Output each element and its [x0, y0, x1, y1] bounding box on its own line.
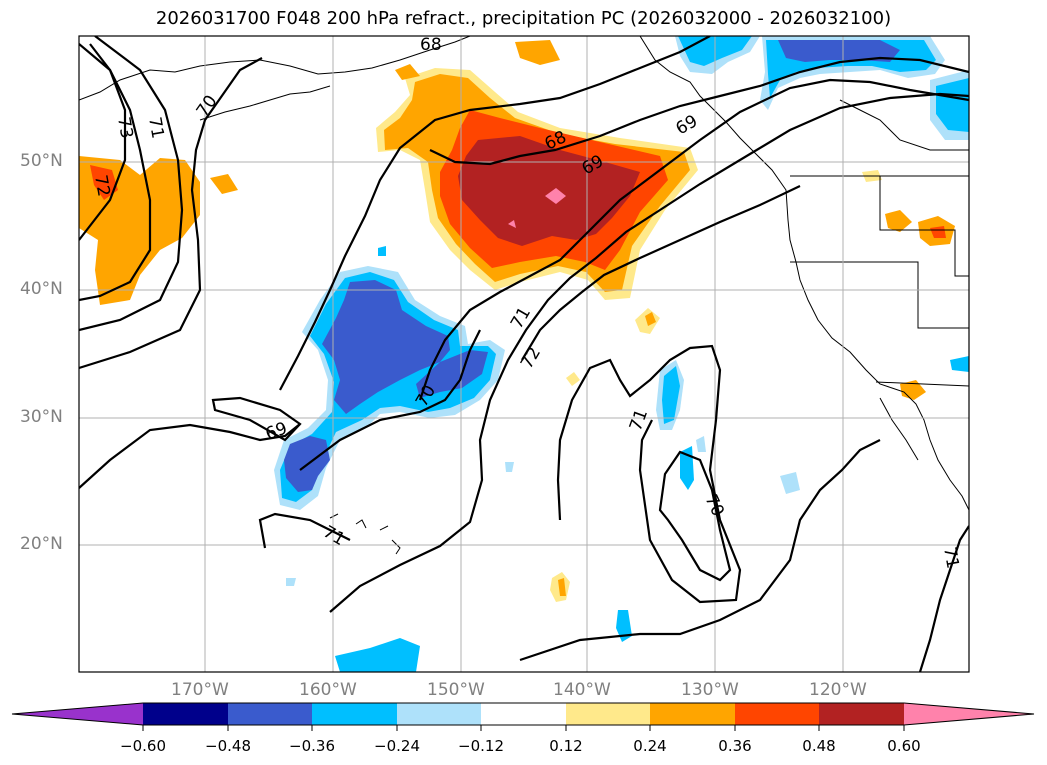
colorbar-tick-label: 0.48	[802, 737, 836, 755]
contour-68	[429, 56, 969, 166]
colorbar-extend-low	[12, 703, 143, 725]
contour-69-closed	[211, 396, 302, 442]
colorbar-tick-label: 0.24	[633, 737, 667, 755]
colorbar-tick-label: −0.12	[458, 737, 504, 755]
us-state-borders-2	[790, 261, 969, 329]
contour-label: 71	[144, 115, 167, 140]
colorbar-tick-label: 0.60	[887, 737, 921, 755]
colorbar-extend-high	[904, 703, 1034, 725]
colorbar	[11, 702, 1035, 731]
us-mexico-border	[875, 381, 969, 387]
negative-anomaly-other	[286, 246, 969, 672]
contour-69-north	[279, 36, 711, 391]
canada-province-border	[839, 99, 969, 151]
colorbar-tick-label: −0.24	[374, 737, 420, 755]
colorbar-tick-label: −0.60	[120, 737, 166, 755]
contour-70-mid	[418, 78, 969, 401]
positive-anomaly-small	[550, 170, 955, 602]
contour-71-se	[918, 525, 969, 672]
map-border	[78, 35, 970, 673]
contour-label: 72	[90, 173, 113, 198]
contour-70-loop	[658, 450, 732, 582]
lon-label: 140°W	[553, 680, 611, 700]
contour-label: 73	[113, 115, 136, 140]
lon-label: 160°W	[299, 680, 357, 700]
colorbar-tick-label: 0.36	[718, 737, 752, 755]
hawaii-islands	[329, 513, 401, 555]
contour-71-west	[79, 36, 184, 332]
negative-anomaly-north	[675, 36, 969, 140]
contour-71-loop	[556, 344, 742, 604]
contour-70-west	[79, 57, 263, 370]
baja-california	[879, 397, 919, 461]
colorbar-tick-label: −0.48	[205, 737, 251, 755]
lon-label: 120°W	[809, 680, 867, 700]
lon-label: 170°W	[171, 680, 229, 700]
alaska-coast	[79, 36, 471, 101]
contour-72-east	[521, 185, 801, 361]
refractivity-contours	[79, 36, 969, 672]
contour-72-west	[79, 43, 127, 241]
map-title: 2026031700 F048 200 hPa refract., precip…	[155, 8, 892, 29]
lat-label: 20°N	[20, 534, 63, 554]
aleutian-islands	[199, 85, 331, 121]
map-area: 73 72 71 70 68 68 69 69 69 70 71 72 71 7…	[79, 35, 969, 672]
contour-71-south	[258, 512, 351, 549]
lat-label: 30°N	[20, 407, 63, 427]
colorbar-tick-label: −0.36	[289, 737, 335, 755]
contour-label: 71	[939, 545, 962, 570]
us-state-borders	[879, 176, 969, 277]
colorbar-tick-label: 0.12	[549, 737, 583, 755]
positive-anomaly-west	[79, 156, 238, 305]
contour-label: 68	[420, 35, 442, 55]
lat-label: 50°N	[20, 151, 63, 171]
lon-label: 130°W	[681, 680, 739, 700]
lat-label: 40°N	[20, 279, 63, 299]
contour-73	[79, 43, 152, 302]
contour-72-south	[519, 439, 881, 662]
contour-71-main	[329, 92, 969, 613]
lon-label: 150°W	[427, 680, 485, 700]
contour-70-lower	[299, 329, 481, 471]
